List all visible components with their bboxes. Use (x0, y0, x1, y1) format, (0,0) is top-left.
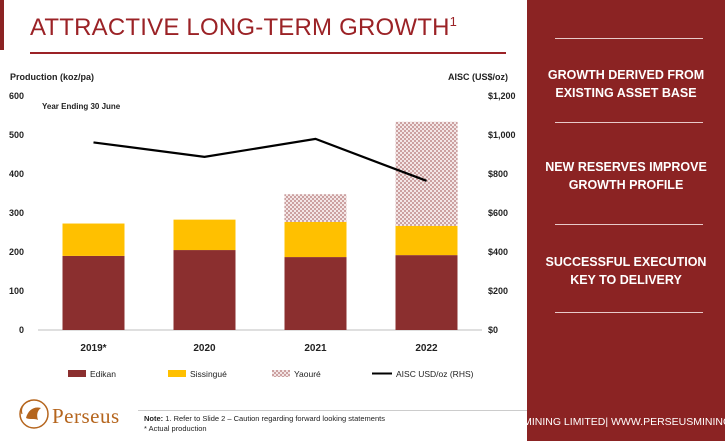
y-tick-left: 200 (9, 247, 24, 257)
y-tick-left: 600 (9, 91, 24, 101)
y-tick-left: 0 (19, 325, 24, 335)
logo-wordmark: Perseus (52, 404, 120, 429)
y-tick-left: 500 (9, 130, 24, 140)
note-label: Note: (144, 414, 163, 423)
y-tick-right: $600 (488, 208, 508, 218)
note-line-2: * Actual production (144, 424, 207, 433)
legend-swatch (272, 370, 290, 377)
title-underline (30, 52, 506, 54)
panel-divider (555, 312, 703, 313)
panel-item-execution: SUCCESSFUL EXECUTION KEY TO DELIVERY (532, 253, 720, 289)
slide-title-text: ATTRACTIVE LONG-TERM GROWTH (30, 14, 450, 41)
y-tick-right: $400 (488, 247, 508, 257)
panel-divider (555, 224, 703, 225)
x-tick-label: 2022 (415, 343, 438, 354)
bar-edikan (63, 256, 125, 330)
left-accent-bar (0, 0, 4, 50)
aisc-line (94, 139, 427, 181)
y-tick-right: $1,200 (488, 91, 516, 101)
x-tick-label: 2021 (304, 343, 327, 354)
title-footnote-marker: 1 (450, 14, 457, 29)
slide-title: ATTRACTIVE LONG-TERM GROWTH1 (30, 14, 457, 42)
bar-yaoure (285, 194, 347, 222)
legend-label: AISC USD/oz (RHS) (396, 369, 474, 379)
y-axis-left-title: Production (koz/pa) (10, 72, 94, 82)
chart-annotation: Year Ending 30 June (42, 102, 121, 111)
legend-swatch (168, 370, 186, 377)
bar-sissingue (285, 222, 347, 257)
y-tick-right: $0 (488, 325, 498, 335)
x-tick-label: 2020 (193, 343, 216, 354)
y-tick-left: 400 (9, 169, 24, 179)
y-tick-right: $1,000 (488, 130, 516, 140)
panel-divider (555, 122, 703, 123)
bar-yaoure (396, 122, 458, 226)
y-tick-right: $200 (488, 286, 508, 296)
bar-sissingue (174, 220, 236, 250)
legend-label: Sissingué (190, 369, 227, 379)
footer-company: PERSEUS MINING LIMITED| WWW.PERSEUSMININ… (470, 416, 720, 428)
growth-chart: Production (koz/pa) AISC (US$/oz) Year End… (0, 62, 520, 392)
footnote: Note: 1. Refer to Slide 2 – Caution rega… (144, 414, 385, 434)
panel-item-growth: GROWTH DERIVED FROM EXISTING ASSET BASE (532, 66, 720, 102)
y-tick-left: 100 (9, 286, 24, 296)
legend-swatch (68, 370, 86, 377)
bar-sissingue (63, 224, 125, 256)
x-tick-label: 2019* (80, 343, 106, 354)
bar-edikan (285, 257, 347, 330)
y-axis-right-title: AISC (US$/oz) (448, 72, 508, 82)
bar-edikan (396, 255, 458, 330)
y-tick-left: 300 (9, 208, 24, 218)
legend-label: Edikan (90, 369, 116, 379)
bar-edikan (174, 250, 236, 330)
panel-item-reserves: NEW RESERVES IMPROVE GROWTH PROFILE (532, 158, 720, 194)
y-tick-right: $800 (488, 169, 508, 179)
legend-label: Yaouré (294, 369, 321, 379)
note-line-1: 1. Refer to Slide 2 – Caution regarding … (163, 414, 385, 423)
panel-divider (555, 38, 703, 39)
bar-sissingue (396, 226, 458, 255)
